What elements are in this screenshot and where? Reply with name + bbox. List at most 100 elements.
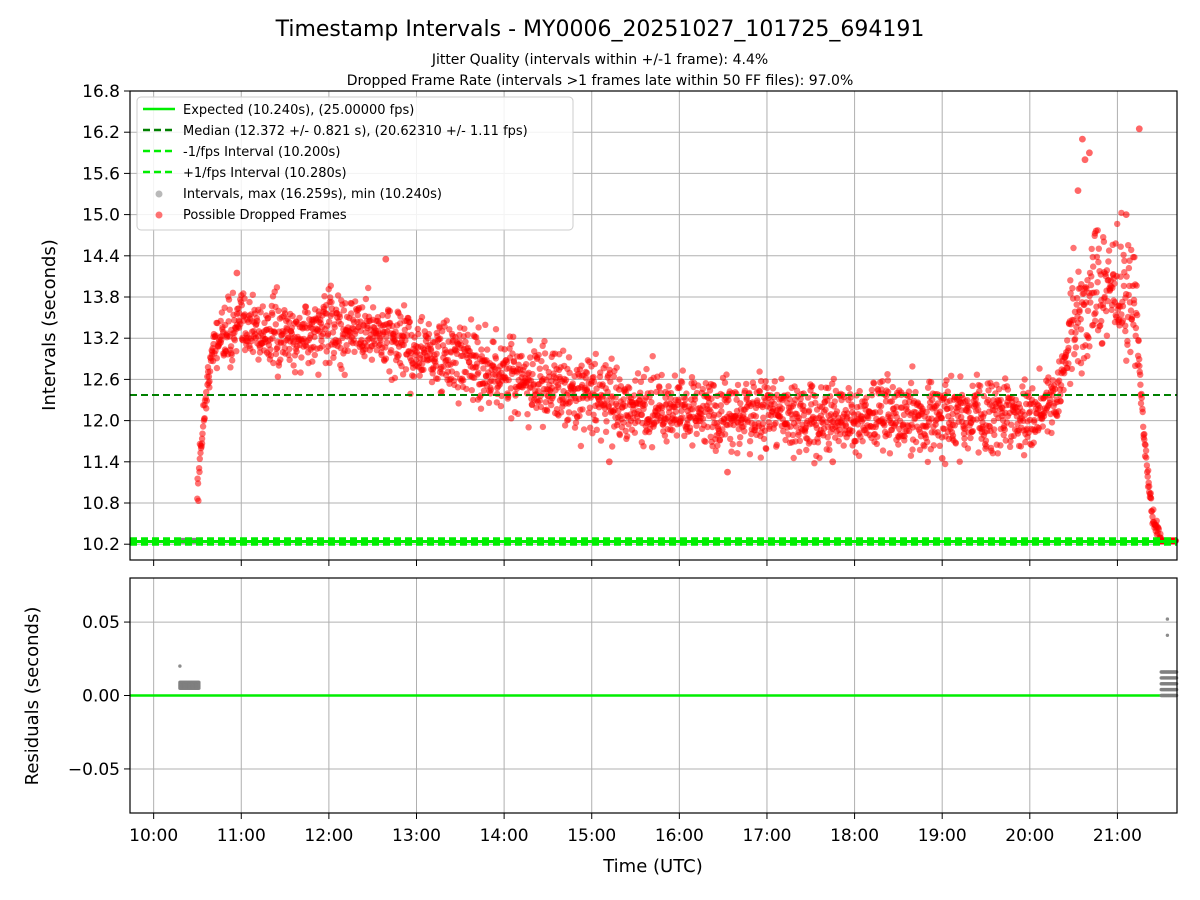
dropped-frame-point bbox=[382, 255, 390, 263]
dropped-frame-point bbox=[859, 438, 866, 445]
dropped-frame-point bbox=[886, 450, 894, 457]
dropped-frame-point bbox=[452, 359, 459, 367]
dropped-frame-point bbox=[969, 382, 976, 389]
dropped-frame-point bbox=[803, 446, 810, 454]
dropped-frame-point bbox=[709, 442, 716, 450]
dropped-frame-point bbox=[704, 423, 711, 431]
dropped-frame-point bbox=[673, 432, 680, 439]
dropped-frame-point bbox=[1112, 240, 1119, 247]
dropped-frame-point bbox=[1130, 300, 1138, 307]
dropped-frame-point bbox=[760, 435, 768, 443]
dropped-frame-point bbox=[515, 361, 522, 368]
dropped-frame-point bbox=[336, 313, 344, 321]
dropped-frame-point bbox=[1061, 370, 1068, 377]
dropped-frame-point bbox=[757, 454, 764, 461]
dropped-frame-point bbox=[382, 355, 390, 362]
dropped-frame-point bbox=[640, 373, 648, 381]
dropped-frame-point bbox=[290, 362, 297, 369]
dropped-frame-point bbox=[637, 378, 645, 385]
dropped-frame-point bbox=[203, 389, 210, 396]
dropped-frame-point bbox=[1084, 307, 1092, 314]
dropped-frame-point bbox=[699, 415, 707, 422]
dropped-frame-point bbox=[472, 334, 480, 341]
y-tick-label: 13.8 bbox=[82, 288, 120, 308]
dropped-frame-point bbox=[1095, 258, 1102, 266]
dropped-frame-point bbox=[947, 404, 954, 412]
dropped-frame-point bbox=[1122, 327, 1129, 335]
dropped-frame-point bbox=[840, 442, 847, 449]
dropped-frame-point bbox=[771, 378, 778, 385]
dropped-frame-point bbox=[527, 354, 534, 361]
dropped-frame-point bbox=[587, 424, 594, 431]
residuals-x-ticks: 10:00 11:00 12:00 13:00 14:00 15:00 16:00 17:00… bbox=[129, 813, 1142, 846]
intervals-plot-frame bbox=[129, 90, 1178, 561]
dropped-frame-point bbox=[679, 414, 686, 421]
dropped-frame-point bbox=[328, 298, 335, 306]
dropped-frame-point bbox=[729, 441, 736, 448]
dropped-frame-point bbox=[510, 333, 517, 340]
dropped-frame-point bbox=[605, 458, 613, 466]
dropped-frame-point bbox=[591, 360, 599, 368]
dropped-frame-point bbox=[1123, 273, 1130, 280]
dropped-frame-point bbox=[238, 302, 245, 309]
dropped-frame-point bbox=[275, 307, 282, 314]
dropped-frame-point bbox=[1122, 211, 1130, 219]
dropped-frame-point bbox=[1077, 316, 1084, 323]
residuals-y-axis-label: Residuals (seconds) bbox=[22, 607, 43, 786]
dropped-frame-point bbox=[728, 448, 735, 455]
dropped-frame-point bbox=[1104, 297, 1111, 305]
dropped-frame-point bbox=[1100, 238, 1108, 245]
dropped-frame-point bbox=[1020, 452, 1028, 459]
dropped-frame-point bbox=[590, 373, 597, 381]
dropped-frame-point bbox=[746, 451, 754, 458]
dropped-frame-point bbox=[497, 402, 505, 410]
legend-expected-label: Expected (10.240s), (25.00000 fps) bbox=[183, 103, 414, 118]
dropped-frame-point bbox=[233, 348, 240, 355]
dropped-frame-point bbox=[868, 386, 876, 394]
dropped-frame-point bbox=[1125, 264, 1133, 272]
dropped-frame-point bbox=[741, 428, 748, 435]
dropped-frame-point bbox=[648, 399, 655, 406]
dropped-frame-point bbox=[1119, 303, 1127, 310]
dropped-frame-point bbox=[231, 337, 238, 344]
dropped-frame-point bbox=[693, 430, 700, 438]
dropped-frame-point bbox=[981, 410, 988, 417]
dropped-frame-point bbox=[626, 385, 633, 392]
residual-point bbox=[178, 664, 182, 668]
dropped-frame-point bbox=[934, 400, 942, 407]
dropped-frame-point bbox=[487, 386, 495, 393]
dropped-frame-point bbox=[344, 347, 352, 355]
dropped-frame-point bbox=[218, 309, 226, 316]
dropped-frame-point bbox=[1092, 309, 1099, 316]
dropped-frame-point bbox=[1133, 282, 1140, 289]
dropped-frame-point bbox=[1065, 360, 1072, 367]
dropped-frame-point bbox=[194, 475, 201, 482]
dropped-frame-point bbox=[1153, 517, 1160, 524]
dropped-frame-point bbox=[754, 397, 761, 404]
dropped-frame-point bbox=[379, 312, 386, 319]
dropped-frame-point bbox=[982, 437, 990, 444]
dropped-frame-point bbox=[961, 435, 968, 442]
dropped-frame-point bbox=[1118, 311, 1125, 318]
dropped-frame-point bbox=[233, 269, 241, 277]
legend: Expected (10.240s), (25.00000 fps) Media… bbox=[136, 96, 574, 231]
dropped-frame-point bbox=[583, 369, 590, 376]
dropped-frame-point bbox=[793, 387, 801, 394]
x-tick-label: 18:00 bbox=[830, 826, 879, 846]
dropped-frame-point bbox=[555, 384, 562, 391]
dropped-frame-point bbox=[734, 450, 741, 457]
dropped-frame-point bbox=[272, 350, 280, 358]
dropped-frame-point bbox=[706, 387, 714, 394]
dropped-frame-point bbox=[879, 447, 887, 454]
dropped-frame-point bbox=[1022, 438, 1029, 446]
dropped-frame-point bbox=[746, 438, 754, 445]
dropped-frame-point bbox=[1072, 329, 1079, 336]
dropped-frame-point bbox=[1127, 348, 1134, 356]
dropped-frame-point bbox=[800, 412, 807, 419]
dropped-frame-point bbox=[321, 293, 328, 300]
dropped-frame-point bbox=[927, 379, 935, 386]
dropped-frame-point bbox=[226, 306, 233, 313]
x-tick-label: 12:00 bbox=[304, 826, 353, 846]
dropped-frame-point bbox=[291, 369, 299, 376]
dropped-frame-point bbox=[526, 337, 533, 344]
